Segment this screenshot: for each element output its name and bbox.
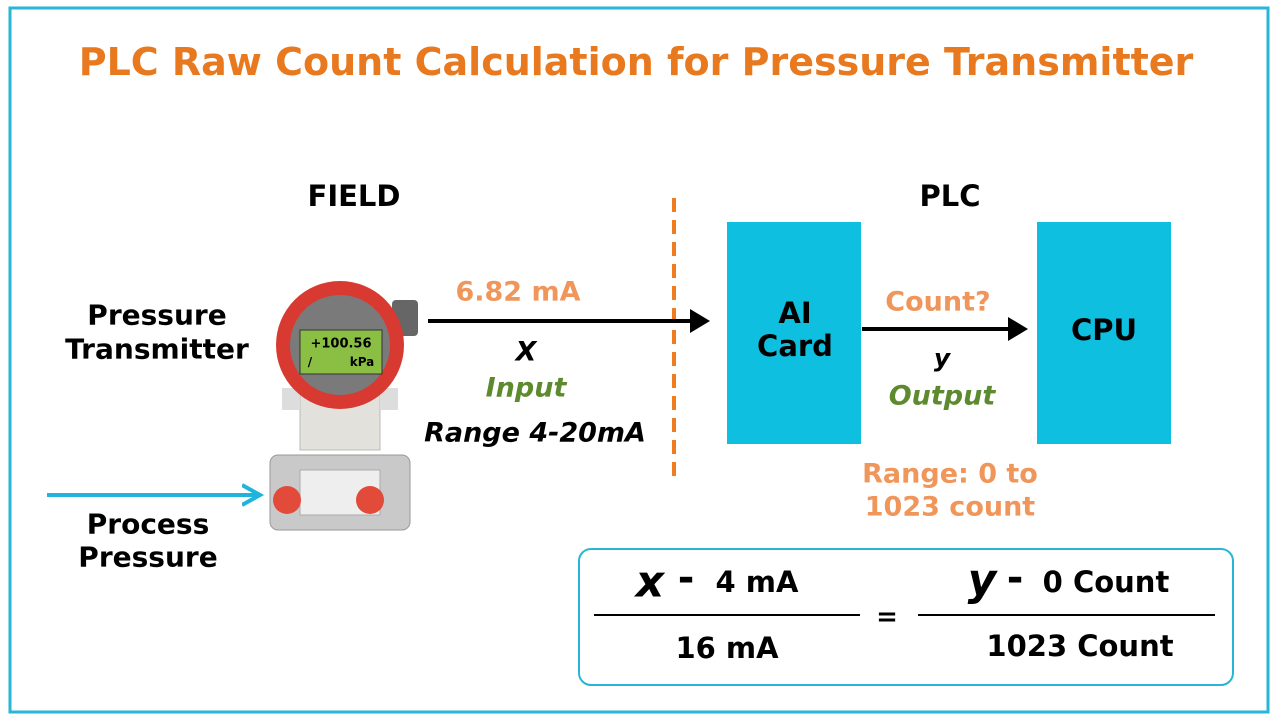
formula-minus: - — [1007, 555, 1024, 601]
process-label: Pressure — [78, 541, 217, 574]
formula-denominator: 16 mA — [675, 631, 779, 665]
transmitter-label: Transmitter — [65, 333, 249, 366]
ai-card-box — [727, 222, 861, 444]
output-question: Count? — [885, 287, 990, 318]
output-range: 1023 count — [865, 492, 1036, 523]
display-reading: +100.56 — [310, 337, 371, 352]
cpu-box — [1037, 222, 1171, 444]
formula-variable: y — [968, 555, 999, 606]
formula-minus: - — [678, 555, 695, 601]
output-variable: y — [934, 344, 952, 373]
formula-variable: x — [634, 557, 666, 608]
formula-box — [578, 548, 1234, 686]
display-unit: kPa — [350, 355, 375, 369]
output-role: Output — [889, 381, 997, 412]
frame — [8, 6, 1270, 714]
node-label: Card — [757, 329, 833, 363]
section-field: FIELD — [308, 179, 401, 213]
output-range: Range: 0 to — [862, 459, 1038, 490]
node-label: AI — [778, 296, 811, 330]
transmitter-image: +100.56 / kPa — [269, 281, 418, 531]
node-label: CPU — [1071, 313, 1137, 347]
display-slash: / — [308, 355, 313, 369]
input-range: Range 4-20mA — [424, 418, 646, 449]
input-role: Input — [486, 373, 568, 404]
process-label: Process — [87, 508, 210, 541]
formula-offset: 4 mA — [716, 565, 799, 599]
formula-denominator: 1023 Count — [986, 629, 1173, 663]
section-plc: PLC — [919, 179, 980, 213]
formula-offset: 0 Count — [1043, 565, 1170, 599]
input-variable: X — [514, 337, 538, 368]
input-current: 6.82 mA — [455, 277, 580, 308]
title: PLC Raw Count Calculation for Pressure T… — [79, 40, 1194, 84]
formula-equals: = — [876, 602, 898, 632]
transmitter-label: Pressure — [87, 299, 226, 332]
